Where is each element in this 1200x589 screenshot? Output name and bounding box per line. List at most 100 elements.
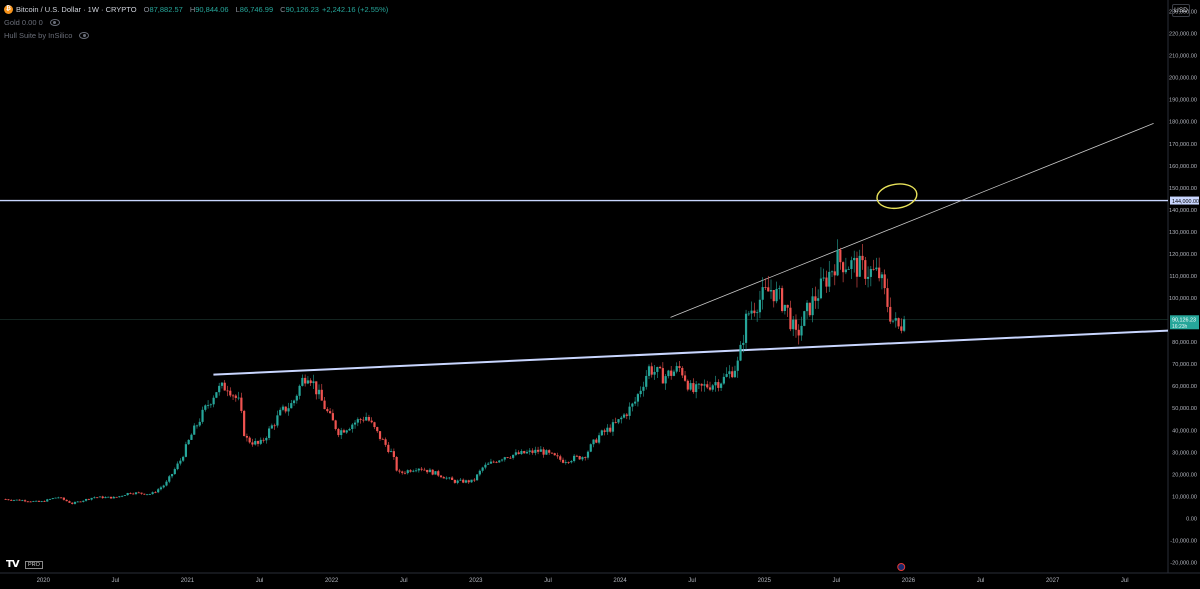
candle-body [672, 371, 676, 376]
candle-body [184, 444, 188, 457]
candle-body [84, 499, 88, 501]
candle-body [431, 469, 434, 475]
candle-body [595, 439, 598, 443]
candle-body [606, 427, 609, 432]
candle-body [251, 442, 254, 445]
candle-body [390, 451, 393, 452]
candle-body [21, 500, 24, 502]
candle-body [656, 366, 659, 372]
candle-body [237, 397, 240, 399]
candle-body [187, 439, 190, 445]
candle-body [805, 302, 809, 312]
candle-body [262, 439, 265, 441]
candle-body [309, 380, 312, 384]
candle-body [231, 395, 235, 397]
eye-icon[interactable] [49, 19, 60, 26]
candle-body [412, 470, 415, 472]
candle-body [428, 469, 432, 473]
candle-body [570, 461, 573, 463]
candle-body [26, 501, 29, 503]
candle-body [678, 366, 681, 368]
candle-body [681, 367, 684, 376]
candle-body [270, 425, 273, 429]
candle-body [143, 493, 146, 495]
candle-body [340, 430, 343, 436]
candle-body [586, 451, 590, 458]
indicator-row-gold[interactable]: Gold 0.00 0 [4, 16, 388, 29]
candle-body [828, 271, 831, 287]
indicator-row-hull[interactable]: Hull Suite by InSilico [4, 29, 388, 42]
candle-body [298, 385, 301, 396]
candle-body [23, 500, 27, 502]
candle-body [90, 497, 93, 500]
candle-body [165, 481, 168, 486]
candle-body [817, 298, 820, 301]
candle-body [611, 422, 615, 432]
candle-body [725, 374, 728, 377]
candle-body [104, 497, 107, 499]
candle-body [617, 419, 620, 423]
candle-body [711, 385, 714, 390]
candles [4, 239, 906, 505]
candle-body [833, 271, 836, 276]
open-label: O87,882.57 [143, 5, 183, 14]
candle-body [51, 498, 54, 500]
candle-body [808, 302, 811, 316]
candle-body [198, 421, 201, 426]
candle-body [564, 462, 567, 463]
candle-body [439, 475, 443, 478]
y-tick-label: 120,000.00 [1169, 252, 1197, 258]
candle-body [359, 419, 362, 420]
candle-body [842, 262, 845, 273]
candle-body [395, 457, 398, 471]
candle-body [839, 249, 842, 263]
candle-body [417, 468, 420, 471]
eye-icon[interactable] [79, 32, 90, 39]
symbol-row[interactable]: ₿ Bitcoin / U.S. Dollar · 1W · CRYPTO O8… [4, 3, 388, 16]
candle-body [855, 257, 859, 277]
candle-body [256, 441, 260, 444]
y-tick-label: 200,000.00 [1169, 76, 1197, 82]
candle-body [265, 437, 268, 441]
candle-body [800, 325, 803, 336]
y-tick-label: 230,000.00 [1169, 10, 1197, 16]
candle-body [650, 366, 653, 375]
candle-body [403, 472, 407, 474]
symbol-title[interactable]: Bitcoin / U.S. Dollar · 1W · CRYPTO [16, 5, 137, 14]
candle-body [550, 452, 554, 454]
candle-body [365, 416, 368, 421]
candle-body [733, 370, 737, 378]
currency-button[interactable]: USD [1172, 4, 1190, 17]
candle-body [273, 425, 276, 427]
last-price-countdown: 16:23h [1172, 324, 1188, 330]
bitcoin-icon: ₿ [4, 5, 13, 14]
candle-body [229, 390, 232, 396]
candle-body [667, 370, 670, 377]
candle-body [140, 492, 143, 494]
candle-body [337, 429, 340, 436]
y-tick-label: -20,000.00 [1170, 560, 1197, 566]
candle-body [173, 469, 176, 475]
candle-body [487, 463, 490, 465]
candle-body [597, 435, 601, 443]
candle-body [889, 306, 892, 322]
candle-body [797, 329, 800, 336]
candle-body [464, 480, 468, 483]
candle-body [814, 296, 817, 301]
x-tick-label: Jul [112, 578, 120, 584]
candle-body [783, 304, 786, 311]
y-tick-label: 190,000.00 [1169, 98, 1197, 104]
candle-body [109, 496, 113, 499]
candle-body [722, 376, 725, 384]
x-tick-label: 2020 [37, 578, 51, 584]
candle-body [334, 420, 337, 430]
x-tick-label: Jul [400, 578, 408, 584]
candle-body [48, 499, 52, 500]
close-value: 90,126.23 [285, 5, 319, 14]
candle-body [345, 430, 348, 433]
tradingview-logo-icon[interactable]: TV [6, 559, 20, 570]
candle-body [87, 499, 90, 500]
candle-body [589, 444, 592, 452]
x-tick-label: 2026 [902, 578, 916, 584]
